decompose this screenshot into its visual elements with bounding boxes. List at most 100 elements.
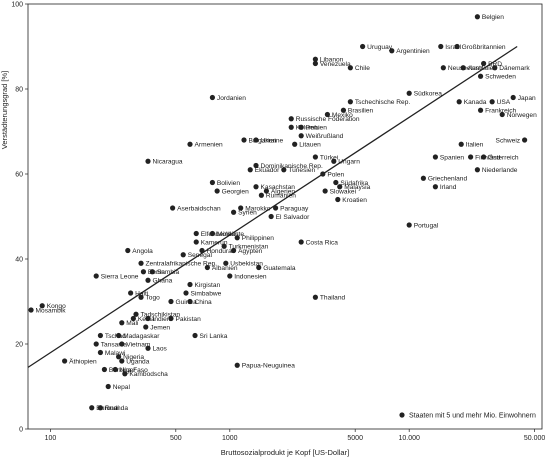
data-point xyxy=(192,332,198,339)
data-point xyxy=(112,366,118,373)
data-point xyxy=(288,124,294,130)
point-label: Paraguay xyxy=(280,205,309,212)
point-label: Litauen xyxy=(299,142,321,149)
data-point xyxy=(324,111,330,118)
data-point xyxy=(193,230,199,237)
data-point xyxy=(406,90,412,96)
point-label: Mosambik xyxy=(36,307,67,314)
y-tick-label: 20 xyxy=(15,342,23,349)
data-point xyxy=(340,107,347,113)
data-point xyxy=(187,298,193,305)
point-label: Irland xyxy=(440,184,457,191)
point-label: Dominikanische Rep. xyxy=(261,163,323,170)
data-point xyxy=(468,154,474,160)
data-point xyxy=(119,320,125,326)
point-label: Schweden xyxy=(485,74,516,81)
data-point xyxy=(28,307,34,313)
point-label: Sierra Leone xyxy=(101,273,139,280)
data-point xyxy=(145,345,151,351)
data-point xyxy=(458,141,464,147)
point-label: Österreich xyxy=(488,153,519,161)
point-label: Philippinen xyxy=(242,235,275,242)
point-label: Nepal xyxy=(113,384,131,391)
point-label: Russische Föderation xyxy=(296,116,360,123)
point-label: Kongo xyxy=(47,303,66,310)
data-point xyxy=(481,154,487,160)
point-label: Argentinien xyxy=(396,48,430,55)
data-point xyxy=(454,43,460,50)
data-point xyxy=(223,260,229,266)
point-label: Malaysia xyxy=(344,184,370,191)
data-point xyxy=(140,269,147,275)
point-label: Ungarn xyxy=(338,159,360,166)
data-point xyxy=(209,179,216,186)
point-label: Dänemark xyxy=(499,65,530,72)
point-label: Niederlande xyxy=(482,167,518,174)
point-label: Türkei xyxy=(320,154,339,161)
point-label: Weißrußland xyxy=(306,133,344,140)
data-point xyxy=(312,294,318,300)
point-label: Malawi xyxy=(105,350,126,357)
data-point xyxy=(272,205,279,211)
point-label: Moldau xyxy=(217,231,239,238)
data-point xyxy=(97,349,104,356)
point-label: El Salvador xyxy=(276,214,311,221)
point-label: Italien xyxy=(466,142,484,149)
data-point xyxy=(322,188,328,194)
point-label: Schweiz xyxy=(496,137,521,144)
point-label: Japan xyxy=(518,95,536,102)
data-point xyxy=(39,303,45,309)
point-label: Belgien xyxy=(482,14,504,21)
data-point xyxy=(145,315,151,322)
point-label: Algerien xyxy=(271,188,296,195)
point-label: Angola xyxy=(132,248,153,255)
data-point xyxy=(432,184,439,190)
point-label: Tunesien xyxy=(288,167,315,174)
y-tick-label: 0 xyxy=(19,427,23,434)
legend-label: Staaten mit 5 und mehr Mio. Einwohnern xyxy=(409,413,536,420)
point-label: Uganda xyxy=(126,358,149,365)
point-label: Frankreich xyxy=(485,108,516,115)
point-label: Turkmenistan xyxy=(229,244,269,251)
point-label: Kolumbien xyxy=(296,125,327,132)
data-point xyxy=(138,260,144,266)
data-point xyxy=(93,341,99,347)
data-point xyxy=(298,124,304,130)
data-point xyxy=(492,65,498,71)
y-tick-label: 60 xyxy=(15,172,23,179)
data-point xyxy=(133,311,139,317)
data-point xyxy=(187,281,193,288)
point-label: Jordanien xyxy=(217,95,246,102)
trend-line xyxy=(27,45,518,368)
data-point xyxy=(298,133,304,139)
data-point xyxy=(347,65,353,71)
point-label: Kanada xyxy=(464,99,487,106)
data-point xyxy=(312,60,318,67)
legend: Staaten mit 5 und mehr Mio. Einwohnern xyxy=(399,412,536,420)
data-point xyxy=(145,158,151,164)
data-point xyxy=(241,137,247,143)
point-label: Vietnam xyxy=(126,341,151,348)
point-label: Madagaskar xyxy=(123,333,160,340)
data-point xyxy=(145,277,151,283)
data-point xyxy=(347,99,353,105)
point-label: Finnland xyxy=(475,154,501,161)
point-label: BRD xyxy=(488,61,502,68)
point-label: Benin xyxy=(148,269,165,276)
x-tick-label: 500 xyxy=(170,435,182,442)
data-point xyxy=(122,371,128,377)
point-label: Indonesien xyxy=(234,273,267,280)
x-tick-label: 10.000 xyxy=(398,435,420,442)
point-label: Simbabwe xyxy=(191,290,222,297)
point-label: Thailand xyxy=(320,295,346,302)
y-tick-label: 100 xyxy=(11,2,23,9)
plot-frame xyxy=(27,3,543,430)
data-point xyxy=(247,167,253,173)
data-point xyxy=(180,252,186,258)
data-point xyxy=(253,162,259,169)
data-point xyxy=(143,324,149,330)
point-label: Nicaragua xyxy=(153,159,183,166)
data-point xyxy=(130,315,136,322)
legend-marker xyxy=(399,412,405,418)
point-label: China xyxy=(195,299,213,306)
